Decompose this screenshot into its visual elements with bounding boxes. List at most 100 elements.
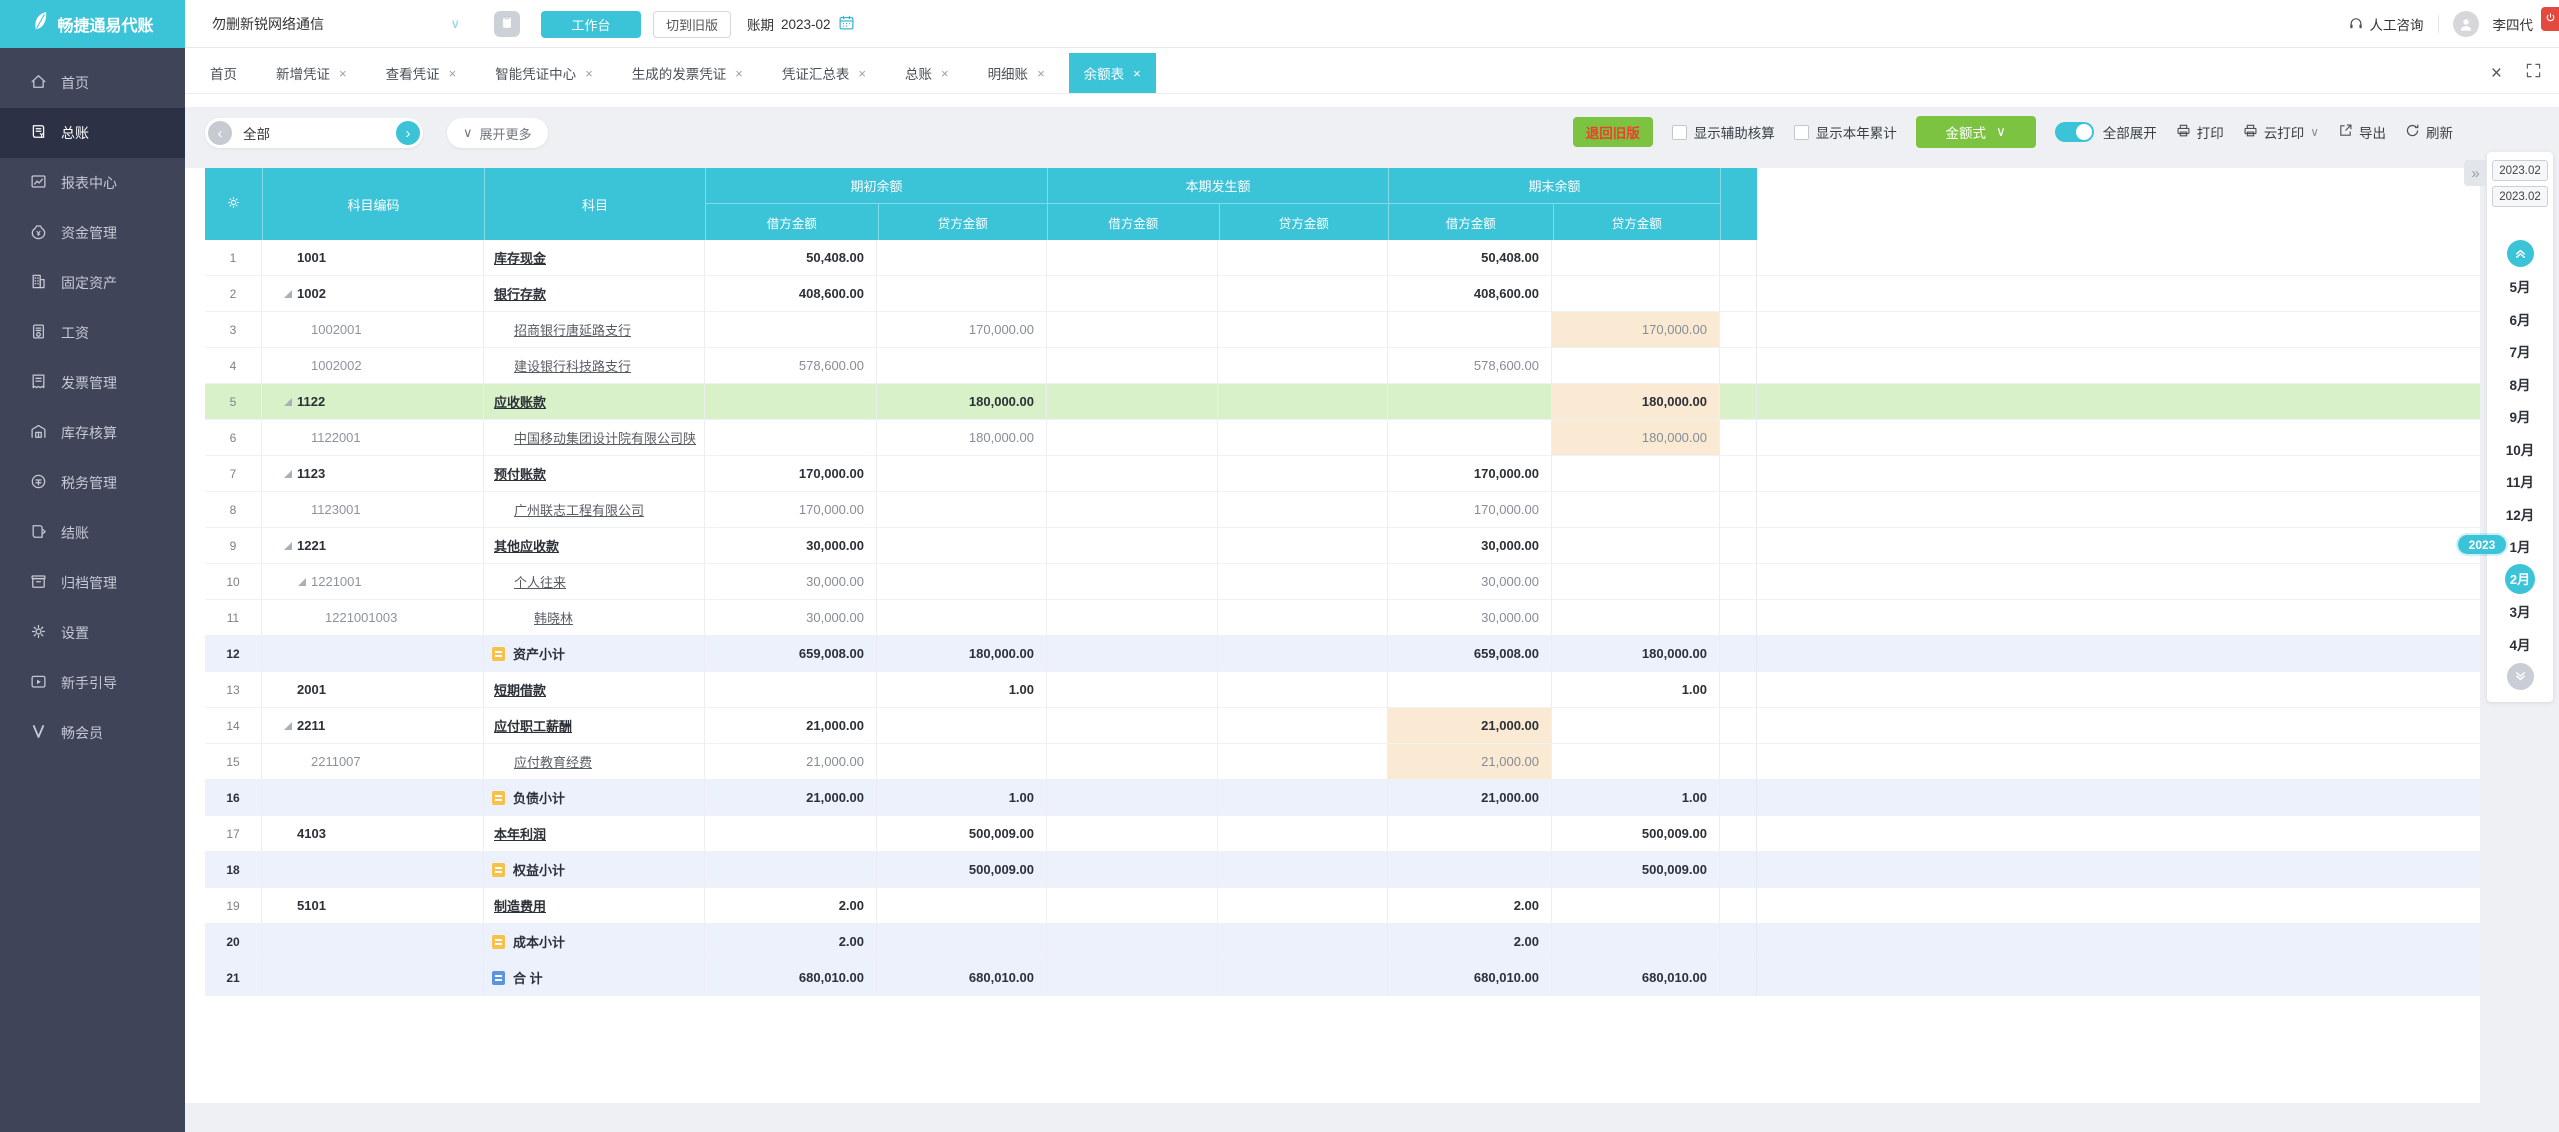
accounting-period[interactable]: 账期 2023-02	[747, 0, 855, 48]
expand-arrow-icon[interactable]	[284, 721, 292, 730]
back-to-old-button[interactable]: 退回旧版	[1572, 117, 1653, 147]
month-item[interactable]: 7月	[2509, 345, 2531, 361]
amount-style-dropdown[interactable]: 金额式 ∨	[1915, 116, 2036, 148]
month-item[interactable]: 10月	[2505, 442, 2535, 458]
tab-generated-invoice-voucher[interactable]: 生成的发票凭证 ×	[617, 53, 758, 93]
expand-all-toggle[interactable]	[2054, 122, 2094, 142]
close-icon[interactable]: ×	[585, 65, 593, 81]
expand-arrow-icon[interactable]	[284, 289, 292, 298]
sidebar-item-settings[interactable]: 设置	[0, 608, 185, 658]
support-button[interactable]: 人工咨询	[2348, 14, 2424, 34]
switch-old-version-button[interactable]: 切到旧版	[653, 11, 731, 38]
month-item[interactable]: 9月	[2509, 410, 2531, 426]
report-icon	[30, 173, 47, 193]
scroll-down-icon[interactable]	[2506, 663, 2534, 690]
sidebar-item-fixed-assets[interactable]: 固定资产	[0, 258, 185, 308]
show-aux-checkbox[interactable]: 显示辅助核算	[1671, 122, 1775, 142]
tab-smart-voucher-center[interactable]: 智能凭证中心 ×	[480, 53, 608, 93]
tab-new-voucher[interactable]: 新增凭证 ×	[261, 53, 362, 93]
period-from-input[interactable]: 2023.02	[2492, 160, 2548, 181]
close-icon[interactable]: ×	[735, 65, 743, 81]
month-item[interactable]: 12月	[2505, 507, 2535, 523]
column-settings-button[interactable]	[205, 168, 262, 240]
account-link[interactable]: 广州联志工程有限公司	[514, 503, 645, 518]
close-icon[interactable]: ×	[1133, 65, 1141, 81]
close-icon[interactable]: ×	[858, 65, 866, 81]
account-link[interactable]: 韩晓林	[534, 611, 574, 626]
account-link[interactable]: 本年利润	[494, 827, 547, 842]
sidebar-item-report-center[interactable]: 报表中心	[0, 158, 185, 208]
close-icon[interactable]: ×	[940, 65, 949, 81]
account-link[interactable]: 个人往来	[514, 575, 567, 590]
account-range-filter[interactable]: ‹ 全部 ›	[205, 118, 423, 148]
expand-arrow-icon[interactable]	[298, 577, 306, 586]
fullscreen-icon[interactable]	[2526, 63, 2541, 83]
sidebar-item-home[interactable]: 首页	[0, 58, 185, 108]
clipboard-button[interactable]	[494, 11, 520, 37]
tab-balance-sheet[interactable]: 余额表 ×	[1068, 53, 1156, 93]
export-label: 导出	[2359, 126, 2386, 141]
workbench-button[interactable]: 工作台	[541, 11, 641, 38]
chevron-left-icon[interactable]: ‹	[208, 121, 232, 145]
row-filler	[1720, 600, 2480, 635]
month-item[interactable]: 11月	[2506, 475, 2534, 491]
account-link[interactable]: 短期借款	[494, 683, 547, 698]
company-selector[interactable]: 勿删新锐网络通信 ∨	[212, 0, 460, 48]
account-link[interactable]: 招商银行唐延路支行	[514, 323, 632, 338]
tab-detail-ledger[interactable]: 明细账 ×	[973, 53, 1060, 93]
expand-more-button[interactable]: ∨ 展开更多	[447, 118, 548, 148]
month-item[interactable]: 3月	[2509, 605, 2531, 621]
chevron-right-icon[interactable]: ›	[396, 121, 420, 145]
month-item[interactable]: 1月	[2509, 540, 2531, 556]
sidebar-item-invoice[interactable]: 发票管理	[0, 358, 185, 408]
scroll-up-icon[interactable]	[2506, 240, 2534, 267]
sidebar-item-salary[interactable]: 工资	[0, 308, 185, 358]
account-link[interactable]: 库存现金	[494, 251, 547, 266]
current-user[interactable]: 李四代	[2492, 18, 2534, 33]
account-link[interactable]: 预付账款	[494, 467, 547, 482]
account-link[interactable]: 制造费用	[494, 899, 547, 914]
print-button[interactable]: 打印	[2176, 122, 2224, 142]
tab-view-voucher[interactable]: 查看凭证 ×	[371, 53, 472, 93]
panel-collapse-handle[interactable]: »	[2464, 160, 2487, 186]
cloud-print-button[interactable]: 云打印 ∨	[2243, 122, 2319, 142]
sidebar-item-guide[interactable]: 新手引导	[0, 658, 185, 708]
tab-voucher-summary[interactable]: 凭证汇总表 ×	[767, 53, 881, 93]
tab-general-ledger[interactable]: 总账 ×	[890, 53, 964, 93]
amount-cell: 2.00	[1388, 924, 1552, 959]
close-icon[interactable]: ×	[1037, 65, 1045, 81]
sidebar-item-closing[interactable]: 结账	[0, 508, 185, 558]
month-item[interactable]: 6月	[2509, 312, 2531, 328]
account-link[interactable]: 应付职工薪酬	[494, 719, 573, 734]
close-icon[interactable]: ×	[448, 65, 457, 81]
month-item[interactable]: 2月	[2487, 563, 2553, 596]
account-code-cell: 1001	[262, 240, 484, 275]
account-link[interactable]: 其他应收款	[494, 539, 560, 554]
refresh-button[interactable]: 刷新	[2405, 122, 2453, 142]
show-ytd-checkbox[interactable]: 显示本年累计	[1793, 122, 1897, 142]
sidebar-item-general-ledger[interactable]: 总账	[0, 108, 185, 158]
month-item[interactable]: 4月	[2509, 637, 2531, 653]
amount-cell	[1218, 816, 1388, 851]
sidebar-item-member[interactable]: 畅会员	[0, 708, 185, 758]
sidebar-item-inventory[interactable]: 库存核算	[0, 408, 185, 458]
sidebar-item-archive[interactable]: 归档管理	[0, 558, 185, 608]
period-to-input[interactable]: 2023.02	[2492, 186, 2548, 207]
export-button[interactable]: 导出	[2338, 122, 2386, 142]
close-icon[interactable]: ×	[2490, 62, 2502, 84]
expand-arrow-icon[interactable]	[284, 469, 292, 478]
account-link[interactable]: 银行存款	[494, 287, 547, 302]
expand-arrow-icon[interactable]	[284, 397, 292, 406]
expand-arrow-icon[interactable]	[284, 541, 292, 550]
account-link[interactable]: 建设银行科技路支行	[514, 359, 632, 374]
month-item[interactable]: 5月	[2509, 280, 2531, 296]
tab-home[interactable]: 首页	[195, 53, 252, 93]
sidebar-item-funds[interactable]: 资金管理	[0, 208, 185, 258]
account-link[interactable]: 应付教育经费	[514, 755, 593, 770]
sidebar-item-tax[interactable]: 税务管理	[0, 458, 185, 508]
close-icon[interactable]: ×	[339, 65, 347, 81]
account-link[interactable]: 应收账款	[494, 395, 547, 410]
exit-button[interactable]	[2541, 7, 2559, 31]
month-item[interactable]: 8月	[2509, 377, 2531, 393]
account-link[interactable]: 中国移动集团设计院有限公司陕	[514, 431, 697, 446]
